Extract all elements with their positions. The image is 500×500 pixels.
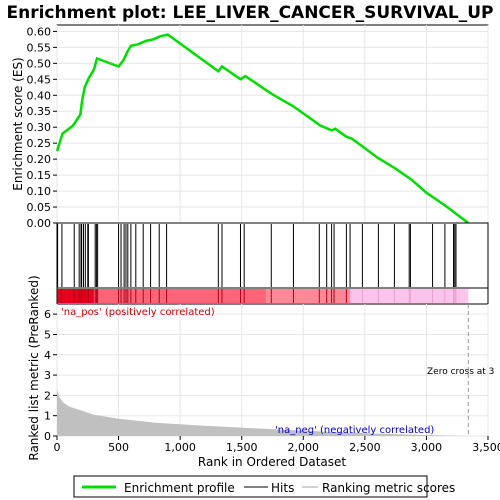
x-tick-label: 3,000 xyxy=(411,441,443,454)
top-y-tick-label: 0.05 xyxy=(27,201,52,214)
heatmap-segment xyxy=(57,289,94,303)
top-y-tick-label: 0.00 xyxy=(27,217,52,230)
ranked-metric-panel: Zero cross at 3 'na_pos' (positively cor… xyxy=(27,275,500,469)
top-y-axis-label: Enrichment score (ES) xyxy=(11,57,25,190)
top-y-tick-label: 0.45 xyxy=(27,73,52,86)
heatmap-segment xyxy=(93,289,267,303)
ranking-metric-area xyxy=(57,389,469,436)
zero-cross-label: Zero cross at 3 xyxy=(427,367,494,377)
legend-hits-label: Hits xyxy=(271,481,294,495)
x-tick-label: 500 xyxy=(108,441,129,454)
x-tick-label: 1,500 xyxy=(226,441,258,454)
bottom-y-tick-label: 4 xyxy=(44,349,51,362)
enrichment-profile-line xyxy=(55,33,470,224)
top-y-tick-label: 0.25 xyxy=(27,137,52,150)
top-y-tick-label: 0.55 xyxy=(27,41,52,54)
x-tick-label: 2,000 xyxy=(288,441,320,454)
top-y-tick-label: 0.20 xyxy=(27,153,52,166)
top-y-tick-label: 0.35 xyxy=(27,105,52,118)
x-tick-label: 1,000 xyxy=(164,441,196,454)
bottom-y-tick-label: 5 xyxy=(44,328,51,341)
legend: Enrichment profile Hits Ranking metric s… xyxy=(73,475,455,498)
top-y-tick-label: 0.60 xyxy=(27,25,52,38)
legend-metric-label: Ranking metric scores xyxy=(322,481,455,495)
enrichment-score-panel: 0.00 0.05 0.10 0.15 0.20 0.25 0.30 0.35 0.40 0.45… xyxy=(11,24,489,230)
ranked-list-heatmap xyxy=(56,287,489,305)
neg-correlated-label: 'na_neg' (negatively correlated) xyxy=(275,425,434,436)
legend-profile-label: Enrichment profile xyxy=(124,481,235,495)
bottom-y-tick-label: 2 xyxy=(44,389,51,402)
x-tick-label: 2,500 xyxy=(349,441,381,454)
top-y-tick-label: 0.40 xyxy=(27,89,52,102)
bottom-y-tick-label: 3 xyxy=(44,369,51,382)
bottom-y-tick-label: 6 xyxy=(44,308,51,321)
x-tick-label: 0 xyxy=(54,441,61,454)
bottom-y-tick-label: 0 xyxy=(44,430,51,443)
x-tick-label: 3,500 xyxy=(472,441,500,454)
hits-panel xyxy=(56,222,489,289)
top-y-tick-label: 0.50 xyxy=(27,57,52,70)
bottom-y-tick-label: 1 xyxy=(44,410,51,423)
bottom-y-axis-label: Ranked list metric (PreRanked) xyxy=(27,275,41,460)
pos-correlated-label: 'na_pos' (positively correlated) xyxy=(61,307,215,318)
heatmap-segment xyxy=(266,289,351,303)
top-y-tick-label: 0.30 xyxy=(27,121,52,134)
x-axis-label: Rank in Ordered Dataset xyxy=(198,455,346,469)
chart-title: Enrichment plot: LEE_LIVER_CANCER_SURVIV… xyxy=(6,3,493,23)
top-y-tick-label: 0.10 xyxy=(27,185,52,198)
top-y-tick-label: 0.15 xyxy=(27,169,52,182)
